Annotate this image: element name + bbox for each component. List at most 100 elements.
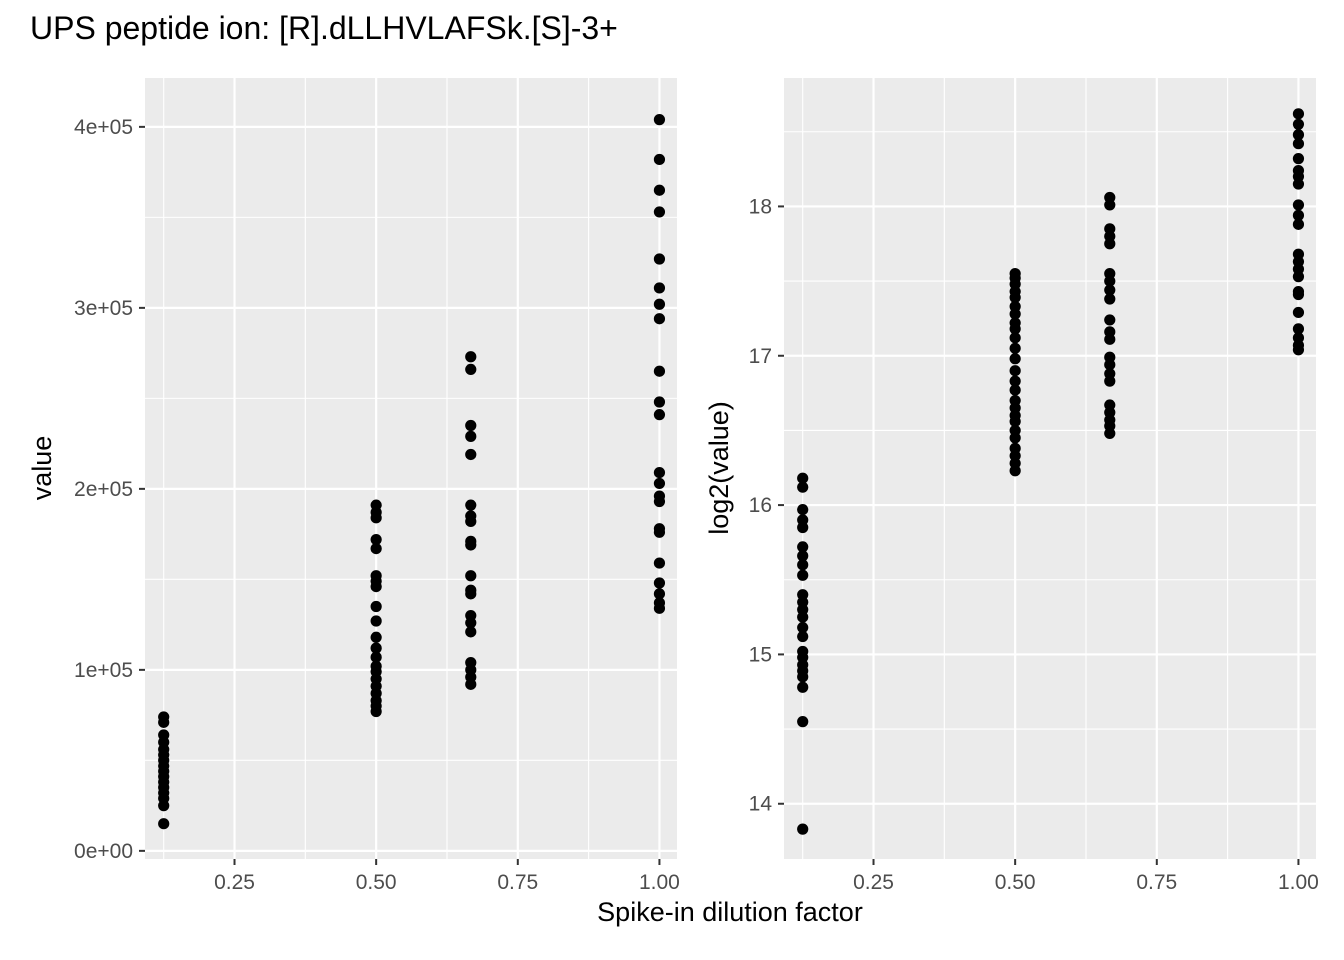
data-point (1009, 365, 1021, 377)
x-tick-label: 1.00 (639, 871, 680, 894)
data-point (653, 409, 666, 421)
page-title: UPS peptide ion: [R].dLLHVLAFSk.[S]-3+ (30, 10, 618, 46)
data-point (370, 533, 382, 546)
data-point (653, 577, 666, 589)
plot-background (145, 78, 677, 859)
x-tick-label: 0.75 (1136, 871, 1177, 894)
data-point (1292, 271, 1305, 283)
data-point (1009, 342, 1021, 354)
data-point (653, 477, 666, 490)
data-point (797, 716, 809, 728)
data-point (465, 588, 477, 600)
data-point (797, 681, 809, 693)
data-point (465, 430, 477, 442)
data-point (797, 823, 809, 835)
data-point (1009, 384, 1021, 396)
left-scatter-panel: 0.25 0.50 0.75 1.00 0e+00 1e+05 2e+05 3e+05 4e+0… (27, 78, 680, 894)
y-tick-label: 18 (749, 195, 772, 218)
y-tick-label: 0e+00 (74, 840, 133, 863)
y-axis-title: value (27, 436, 57, 501)
data-point (370, 615, 382, 627)
data-point (653, 206, 666, 218)
data-point (1292, 344, 1305, 356)
data-point (797, 550, 809, 562)
data-point (465, 539, 477, 551)
x-tick-label: 1.00 (1278, 871, 1319, 894)
data-point (653, 313, 666, 325)
data-point (653, 396, 666, 408)
data-point (1009, 432, 1021, 444)
y-tick-label: 2e+05 (74, 478, 133, 501)
data-point (465, 617, 477, 629)
data-point (653, 365, 666, 377)
data-point (370, 512, 382, 524)
shared-x-axis-title: Spike-in dilution factor (597, 897, 863, 927)
x-tick-label: 0.25 (853, 871, 894, 894)
data-point (1009, 332, 1021, 344)
data-point (465, 351, 477, 363)
data-point (797, 541, 809, 553)
data-point (653, 602, 666, 614)
data-point (465, 448, 477, 461)
x-tick-label: 0.50 (995, 871, 1036, 894)
data-point (1292, 323, 1305, 335)
data-point (797, 521, 809, 534)
data-point (653, 526, 666, 538)
x-tick-label: 0.25 (214, 871, 255, 894)
y-tick-label: 17 (749, 345, 772, 368)
data-point (1009, 291, 1021, 304)
data-point (370, 542, 382, 555)
data-point (1104, 314, 1116, 326)
data-point (653, 466, 666, 479)
data-point (370, 631, 382, 643)
data-point (370, 642, 382, 654)
data-point (1292, 288, 1305, 301)
data-point (797, 472, 809, 484)
data-point (1292, 218, 1305, 230)
data-point (1292, 138, 1305, 150)
x-tick-label: 0.50 (356, 871, 397, 894)
data-point (1104, 199, 1116, 211)
data-point (1292, 153, 1305, 165)
data-point (797, 569, 809, 581)
y-tick-label: 16 (749, 494, 772, 517)
data-point (1104, 275, 1116, 287)
data-point (1009, 375, 1021, 387)
data-point (1292, 108, 1305, 120)
y-axis-title: log2(value) (704, 401, 734, 535)
y-tick-label: 14 (749, 793, 773, 816)
data-point (1104, 238, 1116, 250)
data-point (1104, 284, 1116, 296)
y-tick-label: 3e+05 (74, 297, 133, 320)
data-point (1104, 375, 1116, 387)
data-point (370, 600, 382, 613)
data-point (797, 503, 809, 516)
data-point (797, 611, 809, 623)
data-point (370, 651, 382, 663)
data-point (1104, 333, 1116, 345)
data-point (797, 671, 809, 683)
data-point (653, 184, 666, 196)
data-point (465, 419, 477, 432)
x-tick-label: 0.75 (497, 871, 538, 894)
data-point (370, 705, 382, 718)
data-point (653, 282, 666, 294)
data-point (465, 626, 477, 638)
data-point (158, 800, 170, 812)
data-point (653, 114, 666, 126)
data-point (465, 515, 477, 528)
data-point (1104, 293, 1116, 305)
data-point (1292, 118, 1305, 130)
data-point (653, 298, 666, 310)
y-tick-label: 4e+05 (74, 116, 133, 139)
data-point (1292, 209, 1305, 221)
data-point (370, 581, 382, 593)
data-point (465, 570, 477, 582)
data-point (1292, 306, 1305, 319)
data-point (1009, 465, 1021, 477)
data-point (465, 678, 477, 690)
data-point (158, 716, 170, 728)
data-point (1104, 359, 1116, 371)
data-point (653, 557, 666, 569)
